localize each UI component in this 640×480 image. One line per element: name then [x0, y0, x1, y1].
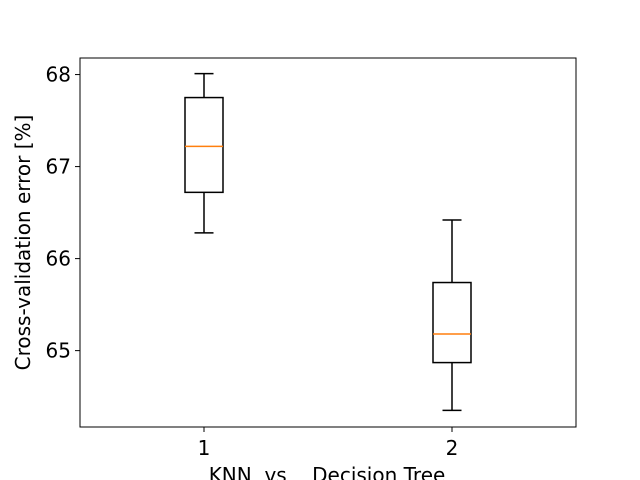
boxes-layer [184, 72, 472, 412]
y-axis-label: Cross-validation error [%] [11, 115, 35, 371]
y-tick-label: 66 [46, 247, 71, 271]
x-axis-label: KNN vs Decision Tree [209, 463, 446, 480]
iqr-box [184, 96, 224, 194]
y-tick-label: 67 [46, 155, 71, 179]
iqr-box [432, 281, 472, 364]
box-1 [184, 72, 224, 234]
x-tick-label: 1 [198, 436, 211, 460]
plot-frame [79, 57, 577, 428]
x-tick-label: 2 [446, 436, 459, 460]
y-ticks: 65 66 67 68 [46, 63, 80, 363]
y-tick-label: 65 [46, 339, 71, 363]
box-2 [432, 219, 472, 412]
y-tick-label: 68 [46, 63, 71, 87]
